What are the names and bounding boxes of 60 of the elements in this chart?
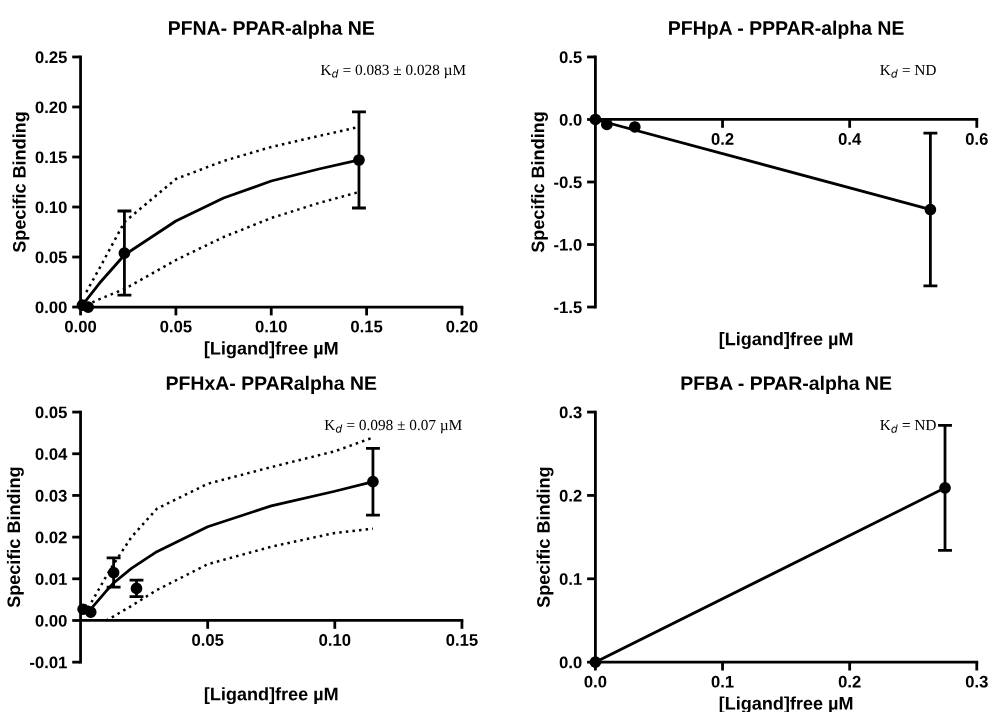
y-tick-label: 0.10 (35, 201, 67, 214)
annotation: K$_{d}$ = 0.098 ± 0.07 µM (324, 419, 462, 434)
y-tick-label: 0.1 (559, 573, 582, 585)
point (924, 203, 937, 216)
y-tick-label: 0.05 (35, 406, 67, 419)
point (367, 475, 379, 488)
x-tick-label: 0.4 (838, 133, 862, 145)
y-tick-label: 0.0 (559, 113, 582, 126)
x-axis-title: [Ligand]free µM (204, 687, 338, 705)
y-tick-label: 0.04 (35, 448, 68, 460)
x-tick-label: 0.2 (711, 133, 734, 145)
y-tick-label: 0.05 (35, 251, 67, 264)
x-axis-title: [Ligand]free µM (719, 332, 853, 349)
y-tick-label: -0.5 (554, 176, 582, 189)
y-tick-label: 0.3 (559, 406, 582, 419)
chart-title: PFBA - PPAR-alpha NE (681, 375, 892, 394)
point (118, 247, 131, 259)
y-tick-label: 0.25 (35, 51, 67, 64)
x-tick-label: 0.3 (965, 675, 988, 688)
y-tick-label: -0.01 (30, 656, 67, 669)
x-tick-label: 0.05 (160, 320, 192, 333)
point (353, 154, 365, 166)
y-tick-label: 0.03 (35, 489, 67, 502)
x-tick-label: 0.10 (255, 320, 287, 333)
x-tick-label: 0.6 (965, 133, 988, 145)
annotation: K$_{d}$ = ND (880, 64, 936, 78)
y-tick-label: 0.02 (35, 531, 67, 544)
annotation: K$_{d}$ = 0.083 ± 0.028 µM (320, 64, 466, 79)
x-tick-label: 0.15 (351, 320, 383, 333)
y-axis-title: Specific Binding (6, 467, 24, 608)
point (84, 606, 97, 618)
y-tick-label: 0.00 (35, 614, 67, 627)
x-tick-label: 0.0 (584, 675, 607, 688)
point (130, 582, 143, 595)
y-tick-label: 0.15 (35, 151, 67, 164)
y-tick-label: 0.01 (35, 573, 67, 585)
x-tick-label: 0.1 (711, 675, 734, 688)
x-tick-label: 0.15 (446, 634, 478, 646)
y-tick-label: -1.5 (554, 301, 582, 314)
y-tick-label: 0.2 (559, 489, 582, 502)
chart-title: PFNA- PPAR-alpha NE (169, 20, 375, 39)
chart-title: PFHxA- PPARalpha NE (166, 375, 377, 394)
x-tick-label: 0.00 (65, 320, 97, 333)
y-axis-title: Specific Binding (12, 112, 30, 253)
x-tick-label: 0.05 (192, 634, 224, 646)
y-tick-label: -1.0 (554, 238, 582, 251)
annotation: K$_{d}$ = ND (880, 420, 936, 433)
x-tick-label: 0.2 (838, 675, 861, 688)
point (107, 566, 120, 579)
x-tick-label: 0.10 (319, 634, 351, 646)
y-axis-title: Specific Binding (531, 112, 548, 253)
point (628, 121, 641, 133)
y-tick-label: 0.00 (35, 301, 67, 314)
x-tick-label: 0.20 (446, 320, 478, 333)
y-axis-title: Specific Binding (536, 467, 554, 608)
chart-title: PFHpA - PPPAR-alpha NE (669, 20, 904, 39)
x-axis-title: [Ligand]free µM (204, 341, 338, 359)
y-tick-label: 0.20 (35, 101, 67, 114)
y-tick-label: 0.0 (559, 656, 582, 669)
y-tick-label: 0.5 (559, 51, 582, 64)
